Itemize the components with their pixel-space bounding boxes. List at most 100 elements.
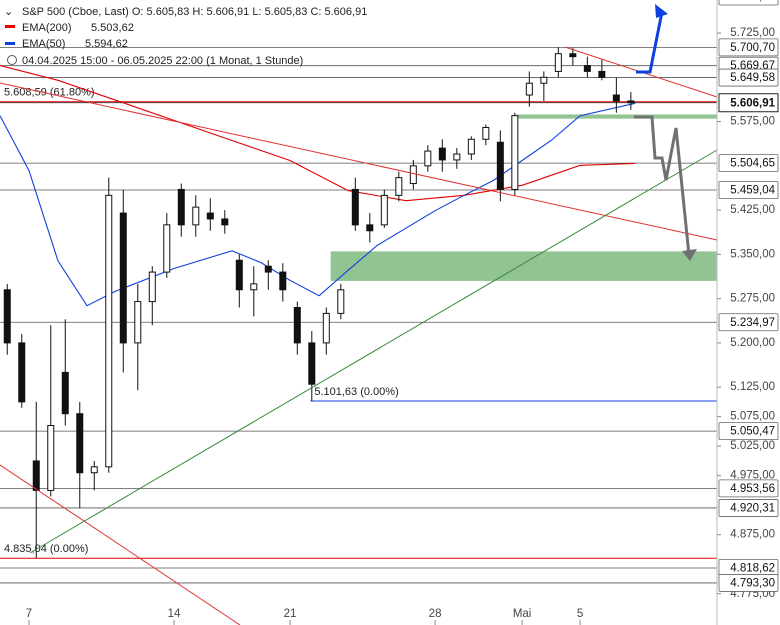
period: 04.04.2025 15:00 - 06.05.2025 22:00 (1 M… (22, 55, 303, 67)
level-box (718, 422, 779, 441)
level-label: 5.504,65 (730, 158, 775, 170)
candle-body (453, 153, 461, 161)
y-tick-label: 5.275,00 (730, 293, 775, 305)
x-tick-label: 28 (429, 608, 442, 620)
level-box (718, 574, 779, 592)
candle-body (264, 265, 272, 273)
candle-body (206, 212, 214, 220)
candle-body (583, 65, 591, 72)
trend-line (0, 82, 718, 241)
level-box (718, 154, 779, 172)
trend-line (0, 464, 241, 625)
candle-body (409, 165, 417, 185)
candle-body (337, 289, 345, 314)
legend-swatch (5, 25, 15, 28)
candle-body (438, 147, 446, 161)
y-tick-label: 5.075,00 (730, 411, 775, 423)
candle-body (554, 53, 562, 72)
level-label: 5.234,97 (730, 317, 775, 329)
candle-body (148, 271, 156, 303)
drawings (0, 4, 718, 625)
level-label: 4.793,30 (730, 577, 775, 589)
arrow-head (682, 249, 697, 261)
level-box (718, 0, 779, 6)
level-box (718, 68, 779, 87)
candle-body (467, 138, 475, 155)
zone (516, 114, 717, 119)
level-label: 5.700,70 (730, 42, 775, 54)
last-price-label: 5.606,91 (730, 97, 775, 109)
candle-body (47, 425, 55, 491)
level-box (718, 479, 779, 498)
zone (330, 251, 717, 281)
legend-icon: ⌄ (4, 6, 13, 18)
candle-body (192, 206, 200, 226)
level-label: 5.459,04 (730, 185, 775, 197)
candle-body (18, 342, 26, 403)
candle-body (90, 466, 98, 474)
legend-label: EMA(200) (22, 22, 72, 34)
candle-body (322, 312, 330, 344)
trend-line (29, 149, 718, 554)
level-box (718, 38, 779, 57)
candle-body (395, 177, 403, 196)
instrument: S&P 500 (Cboe, Last) O: 5.605,83 H: 5.60… (22, 6, 367, 18)
fib-label: 4.835,04 (0.00%) (4, 543, 88, 555)
level-box (718, 313, 779, 332)
x-tick-label: 14 (168, 608, 181, 620)
candle-body (598, 70, 606, 78)
period-icon (7, 55, 17, 65)
ema-line (0, 102, 636, 307)
candle-body (351, 188, 359, 226)
candle-body (177, 188, 185, 226)
level-box (718, 181, 779, 199)
level-box (718, 499, 779, 517)
candle-body (221, 218, 229, 226)
arrow-head (655, 4, 668, 18)
candle-body (105, 194, 113, 468)
y-tick-label: 5.025,00 (730, 440, 775, 452)
candle-body (250, 283, 258, 291)
candle-body (308, 342, 316, 385)
candle-body (134, 301, 142, 344)
legend-value: 5.594,62 (85, 38, 128, 50)
arrow (634, 115, 691, 256)
candle-body (612, 94, 620, 102)
legend-label: EMA(50) (22, 38, 65, 50)
candle-body (540, 76, 548, 84)
legend-value: 5.503,62 (91, 22, 134, 34)
y-tick-label: 4.975,00 (730, 470, 775, 482)
y-tick-label: 5.200,00 (730, 337, 775, 349)
y-tick-label: 4.875,00 (730, 529, 775, 541)
candle-body (235, 259, 243, 291)
candle-body (119, 212, 127, 344)
level-label: 4.920,31 (730, 502, 775, 514)
candle-body (424, 150, 432, 167)
level-label: 5.050,47 (730, 426, 775, 438)
candle-body (163, 224, 171, 273)
candle-body (366, 224, 374, 232)
candle-body (482, 126, 490, 140)
last-price-box (718, 93, 779, 113)
y-tick-label: 5.725,00 (730, 27, 775, 39)
x-tick-label: Mai (513, 608, 532, 620)
y-tick-label: 5.125,00 (730, 381, 775, 393)
candle-body (279, 271, 287, 291)
level-label: 5.649,58 (730, 72, 775, 84)
legend-swatch (5, 42, 15, 45)
x-tick-label: 21 (284, 608, 297, 620)
candle-body (627, 100, 635, 104)
level-label: 4.953,56 (730, 483, 775, 495)
candle-body (3, 289, 11, 344)
level-label: 5.786,95 (730, 0, 775, 3)
level-label: 4.818,62 (730, 563, 775, 575)
candle-body (32, 460, 40, 491)
candle-body (380, 194, 388, 226)
candle-body (496, 141, 504, 190)
fib-label: 5.608,59 (61.80%) (4, 87, 95, 99)
candle-body (76, 413, 84, 474)
candle-body (61, 371, 69, 415)
arrow (636, 11, 664, 74)
candle-body (293, 306, 301, 344)
